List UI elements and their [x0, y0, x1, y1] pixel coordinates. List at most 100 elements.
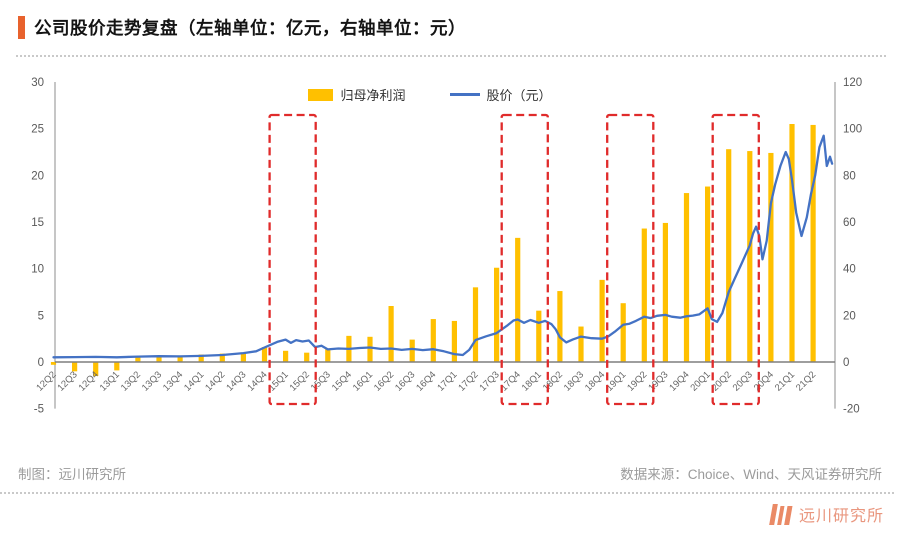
right-axis-tick: 60: [843, 217, 856, 229]
x-axis-label: 20Q1: [689, 369, 713, 393]
profit-bar: [219, 353, 225, 362]
profit-bar: [789, 124, 795, 362]
left-axis-tick: 20: [31, 170, 44, 182]
footer-divider: [0, 492, 894, 494]
logo-bars-icon: [769, 503, 793, 525]
x-axis-label: 16Q4: [414, 369, 438, 393]
brand-logo: 远川研究所: [769, 502, 884, 526]
x-axis-label: 21Q1: [773, 369, 797, 393]
left-axis-tick: 15: [31, 217, 44, 229]
legend-item-price: 股价（元）: [449, 85, 552, 104]
x-axis-label: 13Q4: [161, 369, 185, 393]
profit-bar: [240, 352, 246, 362]
right-axis-tick: 40: [843, 264, 856, 276]
profit-bar: [726, 149, 732, 362]
chart-legend: 归母净利润 股价（元）: [0, 85, 860, 104]
left-axis-tick: -5: [34, 404, 44, 416]
profit-bar: [72, 362, 78, 372]
profit-bar: [325, 348, 331, 362]
profit-bar: [705, 186, 711, 362]
x-axis-label: 15Q2: [288, 369, 312, 393]
x-axis-label: 16Q3: [393, 369, 417, 393]
x-axis-label: 18Q1: [520, 369, 544, 393]
profit-bar: [261, 347, 268, 362]
data-source: 数据来源：Choice、Wind、天风证券研究所: [620, 467, 882, 482]
x-axis-label: 16Q1: [351, 369, 375, 393]
x-axis-label: 17Q2: [456, 369, 480, 393]
profit-bar: [683, 193, 690, 362]
right-axis-tick: 0: [843, 357, 849, 369]
right-axis-tick: 80: [843, 170, 856, 182]
x-axis-label: 18Q3: [562, 369, 586, 393]
left-axis-tick: 25: [31, 124, 44, 136]
x-axis-label: 20Q4: [752, 369, 776, 393]
profit-bar: [93, 362, 99, 376]
right-axis-tick: 20: [843, 310, 856, 322]
profit-bar: [768, 152, 774, 362]
profit-bar: [430, 319, 436, 362]
x-axis-label: 17Q3: [478, 369, 502, 393]
price-line: [52, 134, 834, 359]
right-axis-tick: 100: [843, 124, 862, 136]
profit-bar: [388, 306, 394, 362]
logo-text: 远川研究所: [798, 508, 884, 525]
profit-bar: [578, 326, 584, 362]
highlight-box: [606, 113, 655, 406]
legend-label-price: 股价（元）: [486, 88, 552, 103]
profit-bar: [367, 336, 373, 362]
page-title: 公司股价走势复盘（左轴单位：亿元，右轴单位：元）: [34, 18, 466, 38]
line-swatch-icon: [449, 92, 480, 97]
profit-bar: [515, 237, 521, 362]
left-axis-tick: 0: [38, 357, 44, 369]
profit-bar: [114, 362, 120, 371]
profit-bar: [747, 151, 753, 362]
x-axis-label: 19Q3: [646, 369, 670, 393]
profit-bar: [662, 222, 668, 362]
x-axis-label: 14Q2: [203, 369, 227, 393]
x-axis-label: 14Q4: [245, 369, 269, 393]
highlight-box: [711, 113, 760, 406]
x-axis-label: 13Q1: [98, 369, 122, 393]
right-axis-tick: 120: [843, 77, 862, 89]
x-axis-label: 19Q4: [667, 369, 691, 393]
x-axis-label: 14Q1: [182, 369, 206, 393]
profit-bar: [494, 267, 500, 362]
profit-bar: [620, 303, 626, 362]
legend-label-profit: 归母净利润: [340, 88, 406, 103]
left-axis-tick: 5: [38, 310, 44, 322]
profit-bar: [50, 362, 57, 365]
profit-bar: [536, 310, 542, 362]
highlight-box: [500, 113, 549, 406]
x-axis-label: 15Q4: [330, 369, 354, 393]
left-axis-tick: 10: [31, 264, 44, 276]
x-axis-label: 17Q1: [435, 369, 459, 393]
x-axis-label: 14Q3: [224, 369, 248, 393]
profit-bar: [283, 350, 289, 362]
x-axis-label: 18Q4: [583, 369, 607, 393]
profit-bar: [198, 354, 204, 362]
x-axis-label: 19Q2: [625, 369, 649, 393]
left-axis-tick: 30: [31, 77, 44, 89]
profit-bar: [810, 124, 816, 362]
bar-swatch-icon: [308, 88, 334, 101]
profit-bar: [177, 355, 183, 362]
x-axis-label: 15Q3: [309, 369, 333, 393]
x-axis-label: 12Q3: [56, 369, 80, 393]
x-axis-label: 13Q3: [140, 369, 164, 393]
profit-bar: [472, 287, 479, 362]
profit-bar: [451, 320, 457, 362]
profit-bar: [641, 228, 647, 362]
legend-item-profit: 归母净利润: [308, 85, 406, 104]
profit-bar: [557, 291, 563, 362]
profit-bar: [409, 339, 415, 362]
x-axis-label: 21Q2: [794, 369, 818, 393]
title-accent-bar: [18, 16, 25, 39]
x-axis-label: 20Q3: [731, 369, 755, 393]
x-axis-label: 16Q2: [372, 369, 396, 393]
highlight-box: [268, 113, 317, 406]
profit-bar: [135, 357, 141, 362]
x-axis-label: 13Q2: [119, 369, 143, 393]
title-divider: [16, 55, 886, 57]
